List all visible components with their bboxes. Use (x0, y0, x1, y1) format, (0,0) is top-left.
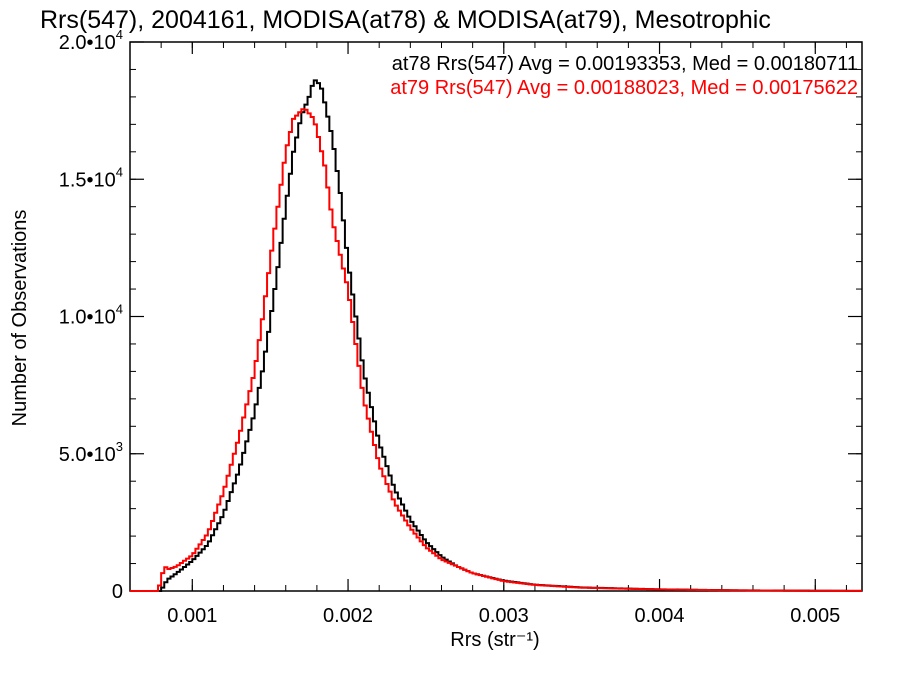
y-tick-label: 5.0•103 (59, 439, 123, 466)
x-tick-label: 0.004 (635, 605, 685, 627)
x-tick-label: 0.002 (323, 605, 373, 627)
series-annotation-at78: at78 Rrs(547) Avg = 0.00193353, Med = 0.… (392, 53, 858, 75)
series-line-at79 (130, 108, 862, 592)
plot-frame (129, 41, 863, 592)
series-line-at78 (130, 79, 862, 592)
chart-title: Rrs(547), 2004161, MODISA(at78) & MODISA… (40, 6, 771, 34)
x-tick-label: 0.003 (479, 605, 529, 627)
y-tick-label: 2.0•104 (59, 27, 123, 54)
y-tick-label: 0 (112, 581, 123, 603)
y-axis-label: Number of Observations (9, 210, 31, 427)
y-tick-label: 1.5•104 (59, 164, 123, 191)
x-tick-label: 0.005 (790, 605, 840, 627)
plot-area: 0.001 0.002 0.003 0.004 0.005 0 5.0•103 1.0•104… (59, 27, 863, 627)
x-tick-label: 0.001 (167, 605, 217, 627)
y-tick-label: 1.0•104 (59, 302, 123, 329)
series-annotation-at79: at79 Rrs(547) Avg = 0.00188023, Med = 0.… (390, 77, 858, 99)
x-axis-label: Rrs (str⁻¹) (450, 629, 539, 651)
